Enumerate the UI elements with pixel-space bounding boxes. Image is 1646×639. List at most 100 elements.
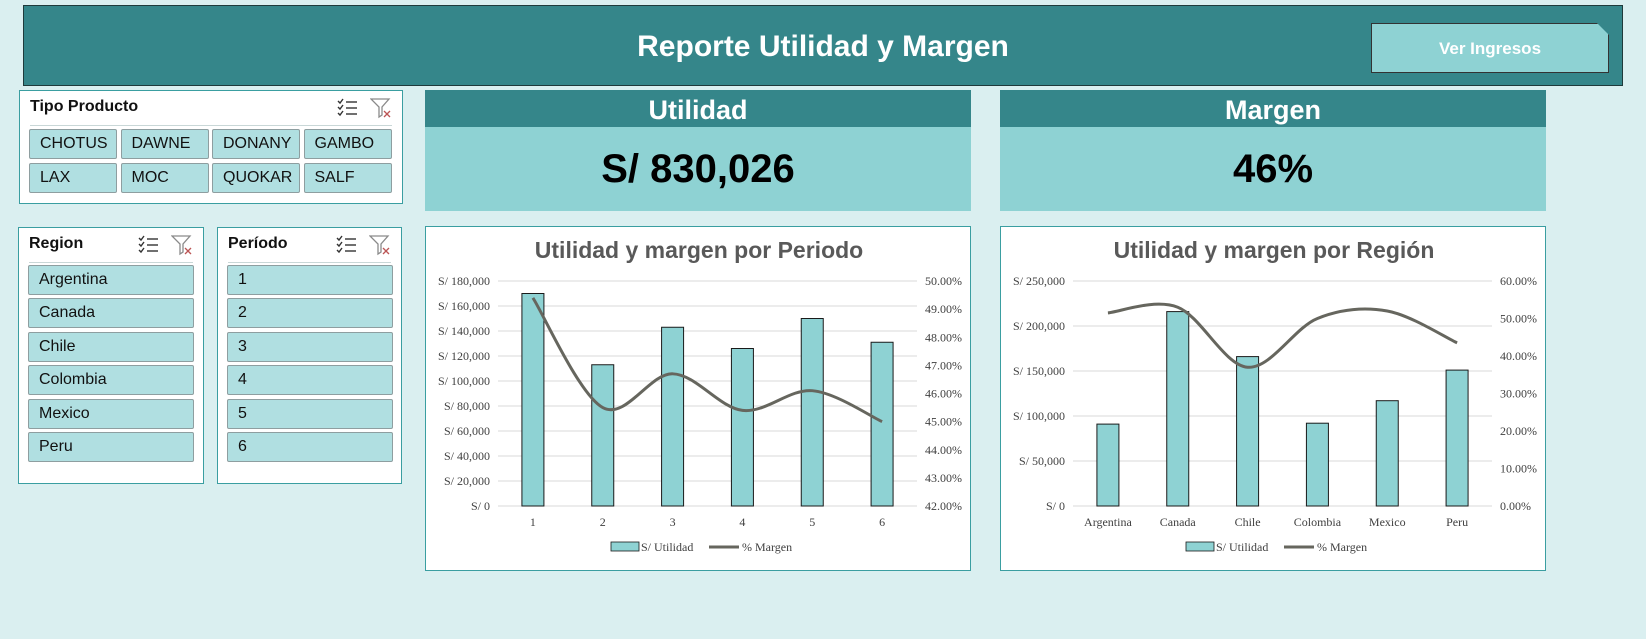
- legend-label-margen: % Margen: [1317, 540, 1367, 554]
- y-tick-label: S/ 60,000: [444, 424, 490, 438]
- y-tick-label: S/ 140,000: [438, 324, 490, 338]
- bar-2: [592, 365, 614, 506]
- slicer-title: Período: [228, 235, 288, 253]
- slicer-title: Region: [29, 235, 83, 253]
- slicer-header: Region: [29, 228, 193, 263]
- clear-filter-icon[interactable]: [369, 234, 391, 261]
- slicer-item-region-chile[interactable]: Chile: [28, 332, 194, 362]
- y-tick-label: S/ 20,000: [444, 474, 490, 488]
- x-tick-label: Chile: [1235, 515, 1261, 529]
- x-tick-label: 5: [809, 515, 815, 529]
- slicer-item-tipo-producto-donany[interactable]: DONANY: [212, 129, 300, 159]
- ver-ingresos-button[interactable]: Ver Ingresos: [1371, 23, 1609, 73]
- legend-bar-swatch: [611, 542, 639, 551]
- bar-peru: [1446, 370, 1468, 506]
- bar-3: [662, 327, 684, 506]
- slicer-item-tipo-producto-gambo[interactable]: GAMBO: [304, 129, 392, 159]
- y-tick-label: S/ 0: [1046, 499, 1065, 513]
- slicer-item-periodo-5[interactable]: 5: [227, 399, 393, 429]
- y-tick-label: S/ 180,000: [438, 274, 490, 288]
- slicer-item-periodo-6[interactable]: 6: [227, 432, 393, 462]
- y2-tick-label: 0.00%: [1500, 499, 1531, 513]
- slicer-item-tipo-producto-dawne[interactable]: DAWNE: [121, 129, 209, 159]
- y2-tick-label: 45.00%: [925, 415, 962, 429]
- x-tick-label: Canada: [1160, 515, 1197, 529]
- bar-mexico: [1376, 401, 1398, 506]
- x-tick-label: Argentina: [1084, 515, 1132, 529]
- y-tick-label: S/ 250,000: [1013, 274, 1065, 288]
- y2-tick-label: 20.00%: [1500, 424, 1537, 438]
- slicer-periodo: Período 12 34 56: [217, 227, 402, 484]
- slicer-item-periodo-4[interactable]: 4: [227, 365, 393, 395]
- y-tick-label: S/ 100,000: [1013, 409, 1065, 423]
- x-tick-label: Colombia: [1294, 515, 1342, 529]
- slicer-item-periodo-3[interactable]: 3: [227, 332, 393, 362]
- slicer-item-region-argentina[interactable]: Argentina: [28, 265, 194, 295]
- kpi-margen-label: Margen: [1000, 90, 1546, 131]
- kpi-margen-value: 46%: [1000, 127, 1546, 211]
- chart-svg: Utilidad y margen por PeriodoS/ 0S/ 20,0…: [426, 227, 972, 572]
- slicer-title: Tipo Producto: [30, 98, 138, 116]
- clear-filter-icon[interactable]: [171, 234, 193, 261]
- chart-svg: Utilidad y margen por RegiónS/ 0S/ 50,00…: [1001, 227, 1547, 572]
- chart-title: Utilidad y margen por Región: [1114, 237, 1435, 263]
- y2-tick-label: 46.00%: [925, 387, 962, 401]
- slicer-item-region-canada[interactable]: Canada: [28, 298, 194, 328]
- bar-4: [731, 349, 753, 507]
- multi-select-icon[interactable]: [137, 234, 159, 261]
- multi-select-icon[interactable]: [335, 234, 357, 261]
- chart-utilidad-periodo: Utilidad y margen por PeriodoS/ 0S/ 20,0…: [425, 226, 971, 571]
- slicer-region: Region ArgentinaCanada ChileColombia Mexic…: [18, 227, 204, 484]
- y2-tick-label: 42.00%: [925, 499, 962, 513]
- y-tick-label: S/ 150,000: [1013, 364, 1065, 378]
- slicer-item-tipo-producto-moc[interactable]: MOC: [121, 163, 209, 193]
- x-tick-label: 6: [879, 515, 885, 529]
- margin-line: [1108, 304, 1457, 367]
- kpi-utilidad-label: Utilidad: [425, 90, 971, 131]
- y-tick-label: S/ 40,000: [444, 449, 490, 463]
- slicer-item-tipo-producto-salf[interactable]: SALF: [304, 163, 392, 193]
- y-tick-label: S/ 200,000: [1013, 319, 1065, 333]
- multi-select-icon[interactable]: [336, 97, 358, 124]
- y2-tick-label: 43.00%: [925, 471, 962, 485]
- x-tick-label: Peru: [1446, 515, 1468, 529]
- y2-tick-label: 50.00%: [1500, 312, 1537, 326]
- slicer-toolbar: [336, 97, 392, 124]
- y2-tick-label: 10.00%: [1500, 462, 1537, 476]
- x-tick-label: 3: [670, 515, 676, 529]
- slicer-item-tipo-producto-lax[interactable]: LAX: [29, 163, 117, 193]
- margin-line: [533, 298, 882, 422]
- legend-label-margen: % Margen: [742, 540, 792, 554]
- slicer-item-tipo-producto-quokar[interactable]: QUOKAR: [212, 163, 300, 193]
- y2-tick-label: 47.00%: [925, 358, 962, 372]
- y2-tick-label: 44.00%: [925, 443, 962, 457]
- y2-tick-label: 30.00%: [1500, 387, 1537, 401]
- x-tick-label: 4: [739, 515, 745, 529]
- slicer-header: Período: [228, 228, 391, 263]
- chart-utilidad-region: Utilidad y margen por RegiónS/ 0S/ 50,00…: [1000, 226, 1546, 571]
- slicer-item-tipo-producto-chotus[interactable]: CHOTUS: [29, 129, 117, 159]
- slicer-header: Tipo Producto: [30, 91, 392, 126]
- y-tick-label: S/ 120,000: [438, 349, 490, 363]
- slicer-item-region-peru[interactable]: Peru: [28, 432, 194, 462]
- x-tick-label: 2: [600, 515, 606, 529]
- header-bar: Reporte Utilidad y Margen Ver Ingresos: [23, 5, 1623, 86]
- slicer-item-region-colombia[interactable]: Colombia: [28, 365, 194, 395]
- slicer-item-region-mexico[interactable]: Mexico: [28, 399, 194, 429]
- bar-5: [801, 319, 823, 507]
- slicer-item-periodo-2[interactable]: 2: [227, 298, 393, 328]
- chart-title: Utilidad y margen por Periodo: [535, 237, 863, 263]
- x-tick-label: Mexico: [1369, 515, 1406, 529]
- x-tick-label: 1: [530, 515, 536, 529]
- slicer-item-periodo-1[interactable]: 1: [227, 265, 393, 295]
- y2-tick-label: 60.00%: [1500, 274, 1537, 288]
- y2-tick-label: 48.00%: [925, 330, 962, 344]
- slicer-toolbar: [335, 234, 391, 261]
- y-tick-label: S/ 160,000: [438, 299, 490, 313]
- y2-tick-label: 50.00%: [925, 274, 962, 288]
- slicer-tipo-producto: Tipo Producto CHOTUSDAWNEDONANYGAMBO LAXM…: [19, 90, 403, 204]
- slicer-toolbar: [137, 234, 193, 261]
- bar-canada: [1167, 312, 1189, 506]
- clear-filter-icon[interactable]: [370, 97, 392, 124]
- y2-tick-label: 49.00%: [925, 302, 962, 316]
